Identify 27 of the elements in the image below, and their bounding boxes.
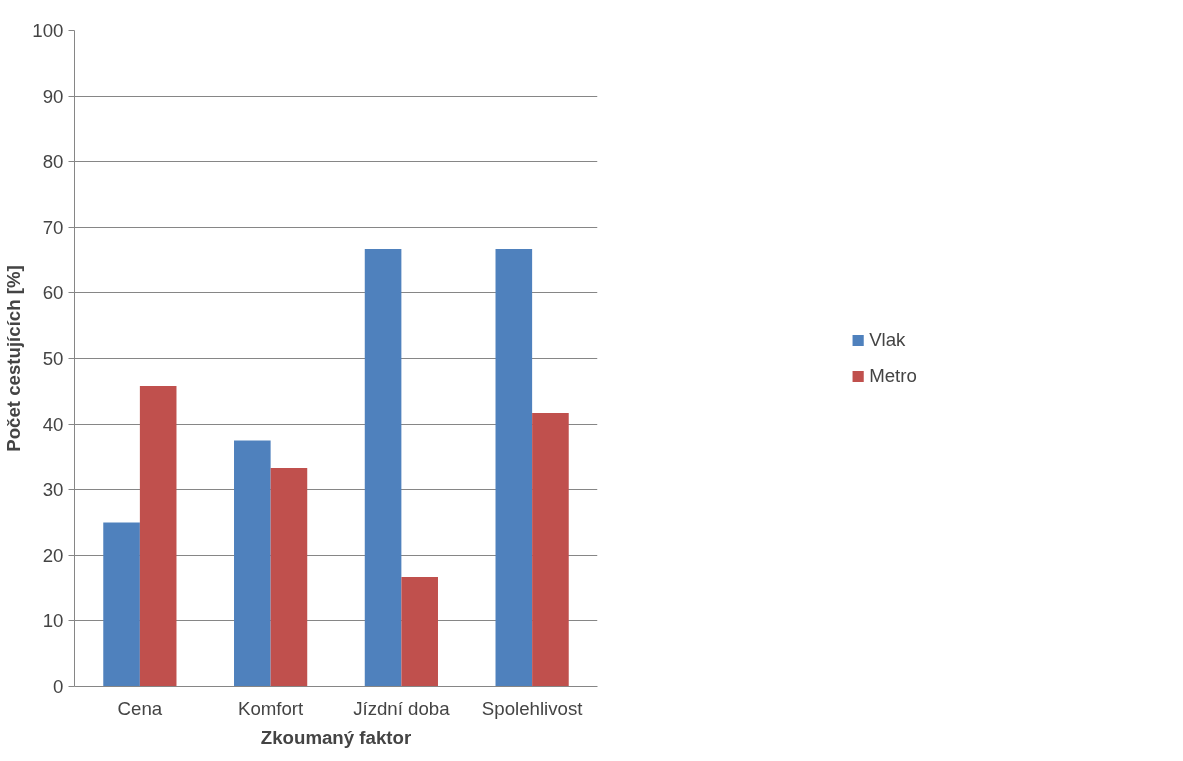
y-tick-label: 40	[42, 413, 64, 435]
bar	[495, 248, 533, 687]
bar	[270, 468, 308, 687]
y-tick-label: 70	[42, 216, 64, 238]
y-axis-title: Počet cestujících [%]	[3, 265, 25, 452]
y-tick-label: 20	[42, 544, 64, 566]
bar	[234, 440, 271, 687]
y-tick-label: 90	[42, 85, 64, 107]
bar	[103, 522, 140, 687]
x-tick-label: Komfort	[237, 697, 305, 719]
y-tick-label: 10	[42, 610, 64, 632]
legend-label: Vlak	[869, 329, 906, 351]
bar	[401, 576, 438, 687]
y-tick-label: 0	[53, 676, 64, 697]
legend-label: Metro	[869, 365, 917, 387]
bar	[364, 248, 402, 687]
bar	[139, 386, 177, 687]
y-tick-label: 60	[42, 282, 64, 304]
x-tick-label: Spolehlivost	[481, 697, 584, 719]
y-tick-label: 30	[42, 479, 64, 501]
y-tick-label: 80	[42, 151, 64, 173]
x-tick-label: Cena	[117, 697, 163, 719]
y-tick-label: 50	[42, 348, 64, 369]
x-axis-title: Zkoumaný faktor	[260, 726, 412, 748]
x-tick-label: Jízdní doba	[353, 697, 451, 719]
y-tick-label: 100	[32, 20, 64, 41]
bar	[532, 412, 569, 687]
